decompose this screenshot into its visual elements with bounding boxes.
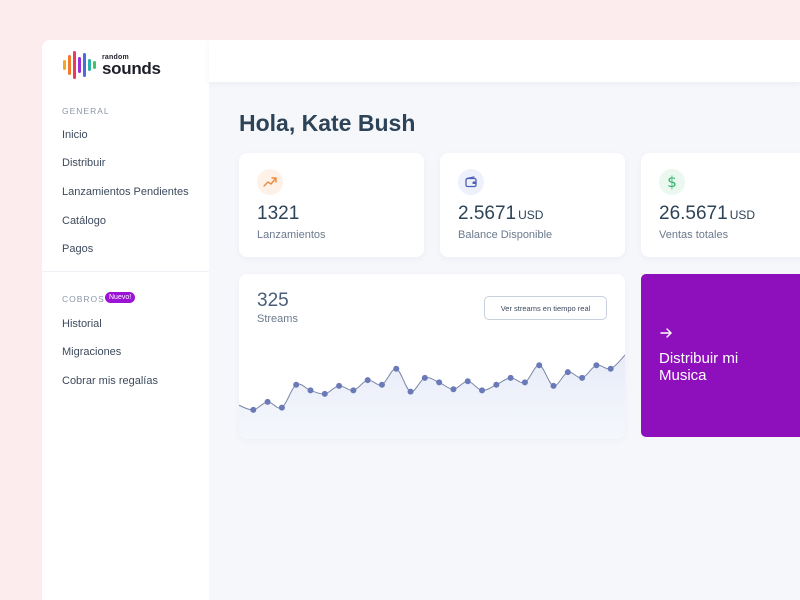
chart-point[interactable] [436,379,443,386]
stat-label: Lanzamientos [257,229,326,241]
dollar-icon: $ [659,169,685,195]
sidebar-item-pagos[interactable]: Pagos [62,243,94,255]
stat-card-ventas: $ 26.5671 USD Ventas totales [641,153,800,257]
chart-point[interactable] [607,365,614,372]
realtime-streams-button[interactable]: Ver streams en tiempo real [484,296,607,320]
chart-point[interactable] [307,387,314,394]
chart-point[interactable] [364,377,371,384]
stat-label: Ventas totales [659,229,729,241]
new-badge: Nuevo! [105,292,136,303]
chart-point[interactable] [293,381,300,388]
streams-label: Streams [257,313,298,325]
chart-point[interactable] [250,406,257,413]
page-title: Hola, Kate Bush [239,110,416,136]
sidebar-item-historial[interactable]: Historial [62,318,102,330]
sidebar: random sounds GENERAL Inicio Distribuir … [42,40,209,600]
brand-small-text: random [102,53,129,61]
trending-up-icon [257,169,283,195]
sidebar-item-catalogo[interactable]: Catálogo [62,215,107,227]
chart-point[interactable] [493,381,500,388]
chart-point[interactable] [464,378,471,385]
streams-count: 325 [257,290,289,311]
chart-point[interactable] [593,362,600,369]
sidebar-item-migraciones[interactable]: Migraciones [62,346,122,358]
chart-point[interactable] [321,390,328,397]
stat-card-balance: 2.5671 USD Balance Disponible [440,153,625,257]
chart-point[interactable] [278,404,285,411]
chart-area-fill [239,355,625,439]
brand-logo[interactable]: random sounds [62,50,161,80]
arrow-right-icon [660,328,672,338]
chart-point[interactable] [350,387,357,394]
chart-point[interactable] [564,369,571,376]
app-window: random sounds GENERAL Inicio Distribuir … [42,40,800,600]
general-section-label: GENERAL [62,106,110,116]
chart-point[interactable] [407,388,414,395]
sidebar-item-distribuir[interactable]: Distribuir [62,157,106,169]
chart-point[interactable] [378,381,385,388]
wallet-icon [458,169,484,195]
distribute-music-button[interactable]: Distribuir mi Musica [641,274,800,437]
chart-point[interactable] [450,386,457,393]
streams-card: 325 Streams Ver streams en tiempo real [239,274,625,439]
brand-big-text: sounds [102,58,161,78]
sidebar-item-lanzamientos-pendientes[interactable]: Lanzamientos Pendientes [62,186,189,198]
chart-point[interactable] [507,374,514,381]
chart-point[interactable] [521,379,528,386]
chart-point[interactable] [579,374,586,381]
sidebar-item-inicio[interactable]: Inicio [62,129,88,141]
stat-label: Balance Disponible [458,229,553,241]
chart-point[interactable] [393,365,400,372]
stat-value: 2.5671 USD [458,203,544,224]
stat-card-lanzamientos: 1321 Lanzamientos [239,153,424,257]
top-bar [209,40,800,82]
chart-series-line [239,354,625,411]
stat-value: 26.5671 USD [659,203,756,224]
streams-line-chart [239,354,625,439]
cobros-section-label: COBROS [62,294,105,304]
sidebar-item-cobrar-regalias[interactable]: Cobrar mis regalías [62,375,158,387]
chart-point[interactable] [550,382,557,389]
chart-point[interactable] [336,382,343,389]
equalizer-logo-icon [63,51,96,79]
chart-point[interactable] [479,387,486,394]
sidebar-divider [42,271,209,272]
cta-label: Distribuir mi Musica [659,350,739,384]
chart-point[interactable] [421,374,428,381]
chart-point[interactable] [536,362,543,369]
chart-point[interactable] [264,398,271,405]
stat-value: 1321 [257,203,300,224]
